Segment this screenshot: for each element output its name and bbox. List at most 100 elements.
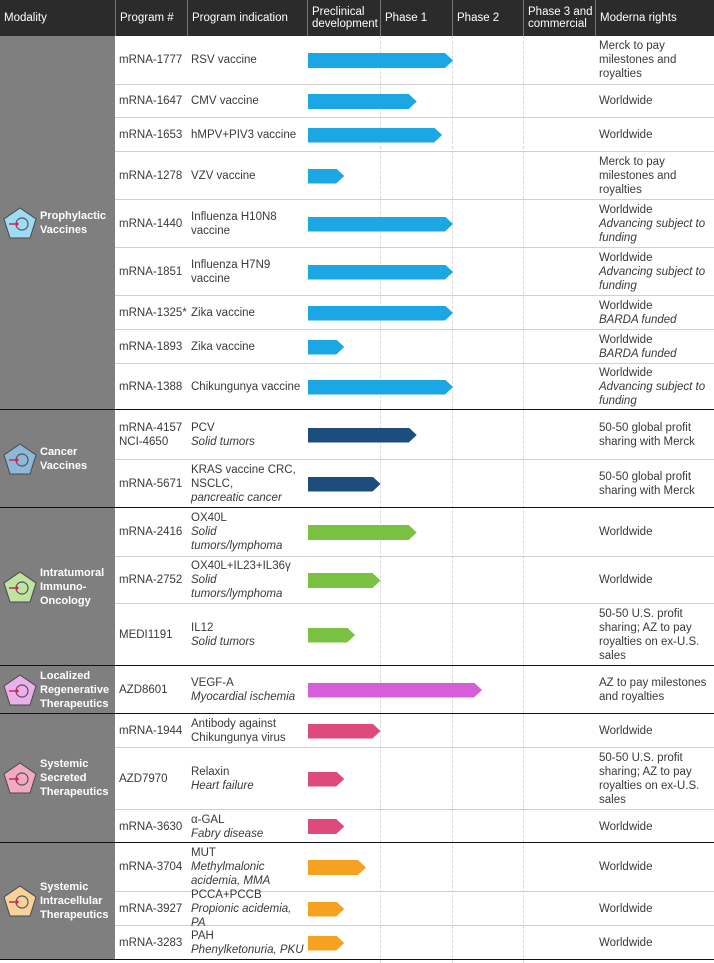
progress-bar (308, 902, 344, 917)
rights-text: 50-50 global profit sharing with Merck (599, 421, 695, 448)
progress-bar (308, 860, 366, 875)
indication-detail: Methylmalonic acidemia, MMA (191, 861, 271, 887)
indication-cell: Chikungunya vaccine (187, 364, 307, 410)
program-number: mRNA-1777 (119, 54, 183, 66)
program-cell: mRNA-1777 (115, 36, 187, 84)
program-cell: mRNA-1325* (115, 296, 187, 329)
table-row[interactable]: mRNA-1440 Influenza H10N8 vaccine Worldwid… (115, 200, 714, 248)
rights-cell: Worldwide (595, 85, 714, 117)
program-cell: mRNA-3630 (115, 810, 187, 843)
modality-group: Systemic Intracellular Therapeutics mRNA-… (0, 843, 714, 960)
indication-name: Influenza H10N8 vaccine (191, 210, 277, 237)
program-cell: mRNA-5671 (115, 460, 187, 508)
rights-cell: Worldwide BARDA funded (595, 330, 714, 363)
tumor-cell-pentagon-icon (3, 570, 37, 602)
progress-bar (308, 217, 453, 232)
program-number: mRNA-1647 (119, 95, 183, 107)
rights-cell: Worldwide (595, 557, 714, 603)
indication-cell: α-GAL Fabry disease (187, 810, 307, 843)
indication-cell: hMPV+PIV3 vaccine (187, 118, 307, 151)
modality-label: Localized Regenerative Therapeutics (40, 669, 110, 710)
indication-cell: Zika vaccine (187, 296, 307, 329)
program-number: mRNA-1388 (119, 381, 183, 393)
table-row[interactable]: mRNA-5671 KRAS vaccine CRC, NSCLC, pancrea… (115, 460, 714, 508)
modality-label: Cancer Vaccines (40, 445, 88, 472)
rights-cell: Worldwide Advancing subject to funding (595, 364, 714, 410)
table-row[interactable]: mRNA-3704 MUT Methylmalonic acidemia, MMA W… (115, 843, 714, 892)
indication-cell: PCV Solid tumors (187, 410, 307, 459)
program-cell: mRNA-1653 (115, 118, 187, 151)
program-number: mRNA-3704 (119, 861, 183, 873)
rights-text: Merck to pay milestones and royalties (599, 40, 677, 80)
indication-name: Zika vaccine (191, 306, 255, 319)
modality-label: Intratumoral Immuno-Oncology (40, 566, 105, 607)
modality-label: Systemic Secreted Therapeutics (40, 758, 109, 798)
table-row[interactable]: mRNA-1388 Chikungunya vaccine Worldwide Adv… (115, 364, 714, 410)
column-header: Moderna rights (595, 0, 714, 36)
indication-name: MUT (191, 847, 216, 859)
program-number: mRNA-3630 (119, 820, 183, 833)
progress-bar (308, 428, 417, 443)
program-cell: mRNA-1388 (115, 364, 187, 410)
indication-name: CMV vaccine (191, 95, 259, 107)
table-row[interactable]: mRNA-1647 CMV vaccine Worldwide (115, 85, 714, 118)
table-row[interactable]: mRNA-1325* Zika vaccine Worldwide BARDA fun… (115, 296, 714, 330)
table-row[interactable]: mRNA-3630 α-GAL Fabry disease Worldwide (115, 810, 714, 843)
rights-text: Worldwide (599, 724, 653, 737)
rights-cell: Merck to pay milestones and royalties (595, 152, 714, 199)
table-row[interactable]: mRNA-1944 Antibody against Chikungunya vi… (115, 714, 714, 748)
rights-text: Worldwide (599, 902, 653, 915)
rights-cell: Worldwide (595, 843, 714, 891)
program-number: mRNA-2416 (119, 526, 183, 538)
program-cell: mRNA-1647 (115, 85, 187, 117)
indication-name: hMPV+PIV3 vaccine (191, 128, 297, 141)
progress-bar (308, 525, 417, 540)
indication-cell: KRAS vaccine CRC, NSCLC, pancreatic cance… (187, 460, 307, 508)
table-row[interactable]: mRNA-2752 OX40L+IL23+IL36γ Solid tumors/ly… (115, 557, 714, 604)
indication-cell: IL12 Solid tumors (187, 604, 307, 666)
indication-cell: RSV vaccine (187, 36, 307, 84)
indication-name: Relaxin (191, 765, 230, 778)
progress-bar (308, 128, 442, 143)
program-number: mRNA-2752 (119, 574, 183, 586)
program-number: mRNA-3283 (119, 937, 183, 949)
rights-text: Worldwide (599, 526, 653, 538)
table-row[interactable]: mRNA-1851 Influenza H7N9 vaccine Worldwide… (115, 248, 714, 296)
indication-name: PAH (191, 930, 214, 942)
table-row[interactable]: mRNA-1777 RSV vaccine Merck to pay milesto… (115, 36, 714, 85)
indication-name: Antibody against Chikungunya virus (191, 717, 286, 744)
table-row[interactable]: mRNA-1278 VZV vaccine Merck to pay milesto… (115, 152, 714, 200)
modality-cell: Cancer Vaccines (0, 410, 115, 507)
modality-label: Systemic Intracellular Therapeutics (40, 881, 109, 921)
program-cell: MEDI1191 (115, 604, 187, 666)
table-row[interactable]: mRNA-4157 NCI-4650 PCV Solid tumors 50-50 g… (115, 410, 714, 460)
indication-cell: CMV vaccine (187, 85, 307, 117)
table-row[interactable]: mRNA-1893 Zika vaccine Worldwide BARDA fund… (115, 330, 714, 364)
modality-cell: Localized Regenerative Therapeutics (0, 666, 115, 713)
table-row[interactable]: mRNA-3927 PCCA+PCCB Propionic acidemia, PA… (115, 889, 714, 929)
rights-cell: Worldwide (595, 892, 714, 925)
table-row[interactable]: mRNA-2416 OX40L Solid tumors/lymphoma World… (115, 508, 714, 557)
rights-text: 50-50 global profit sharing with Merck (599, 471, 695, 497)
rights-text: AZ to pay milestones and royalties (599, 677, 707, 703)
progress-bar (308, 683, 482, 698)
table-row[interactable]: MEDI1191 IL12 Solid tumors 50-50 U.S. profi… (115, 604, 714, 666)
progress-bar (308, 53, 453, 68)
table-row[interactable]: AZD7970 Relaxin Heart failure 50-50 U.S. pr… (115, 748, 714, 810)
indication-cell: Zika vaccine (187, 330, 307, 363)
table-row[interactable]: mRNA-3283 PAH Phenylketonuria, PKU Worldwid… (115, 926, 714, 960)
progress-bar (308, 772, 344, 787)
indication-detail: Solid tumors/lymphoma (191, 526, 283, 552)
rights-text: Worldwide (599, 333, 653, 346)
indication-cell: PCCA+PCCB Propionic acidemia, PA (187, 889, 307, 929)
rights-cell: Worldwide BARDA funded (595, 296, 714, 329)
table-row[interactable]: mRNA-1653 hMPV+PIV3 vaccine Worldwide (115, 118, 714, 152)
table-row[interactable]: AZD8601 VEGF-A Myocardial ischemia AZ to pa… (115, 666, 714, 714)
indication-detail: Solid tumors/lymphoma (191, 574, 283, 600)
indication-name: Zika vaccine (191, 340, 255, 353)
indication-cell: Relaxin Heart failure (187, 748, 307, 809)
phase-divider (523, 36, 524, 963)
column-header: Phase 1 (380, 0, 452, 36)
indication-detail: Myocardial ischemia (191, 691, 296, 703)
modality-group: Systemic Secreted Therapeutics mRNA-1944 A… (0, 714, 714, 843)
